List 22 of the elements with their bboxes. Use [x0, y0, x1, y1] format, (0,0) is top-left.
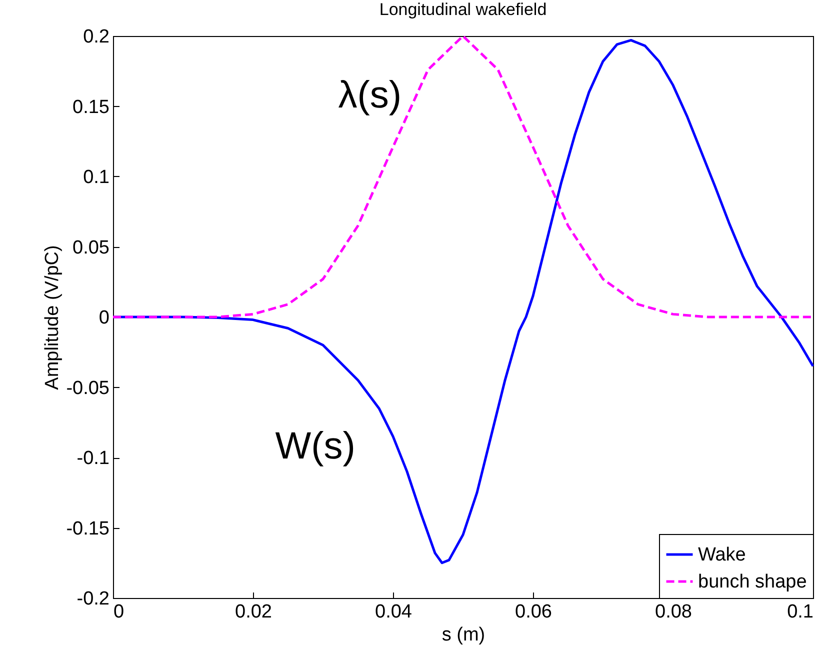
x-tick-label: 0.1 — [787, 602, 814, 622]
x-tick-label: 0 — [114, 602, 124, 622]
y-tick-label: -0.05 — [66, 378, 110, 399]
y-tick-label: 0.1 — [83, 167, 110, 188]
x-tick-label: 0.04 — [375, 602, 412, 622]
x-tick-label: 0.02 — [235, 602, 272, 622]
x-tick-label: 0.06 — [515, 602, 552, 622]
y-tick-label: -0.15 — [66, 518, 110, 540]
legend-label: Wake — [698, 544, 746, 566]
y-tick-label: 0.05 — [72, 237, 110, 258]
y-tick-label: 0.15 — [72, 96, 110, 118]
annotation: λ(s) — [338, 74, 402, 116]
y-axis-title: Amplitude (V/pC) — [42, 245, 64, 390]
y-tick-label: 0.2 — [83, 26, 110, 48]
chart-title: Longitudinal wakefield — [379, 0, 547, 19]
annotation: W(s) — [275, 426, 356, 468]
legend-label: bunch shape — [698, 572, 807, 592]
y-tick-label: -0.2 — [76, 588, 110, 610]
x-tick-label: 0.08 — [655, 602, 692, 622]
y-tick-label: -0.1 — [76, 448, 110, 469]
x-axis-title: s (m) — [442, 624, 486, 646]
y-tick-label: 0 — [98, 308, 110, 328]
